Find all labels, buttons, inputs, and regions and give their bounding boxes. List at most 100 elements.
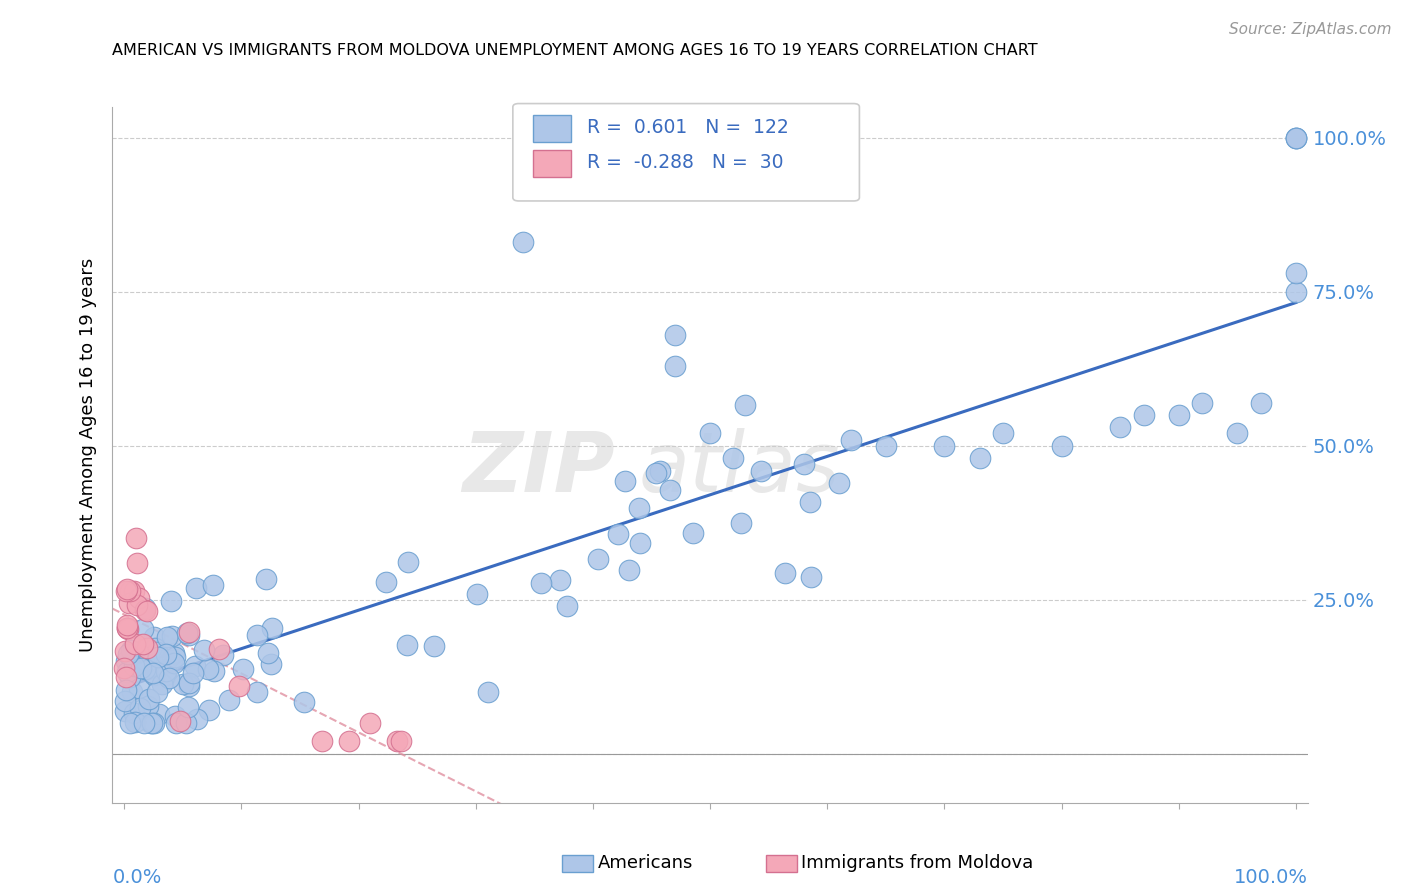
Point xyxy=(163,656,186,670)
Point xyxy=(201,577,224,591)
Point xyxy=(114,643,136,657)
Point xyxy=(875,439,897,453)
Point xyxy=(115,621,138,635)
Y-axis label: Unemployment Among Ages 16 to 19 years: Unemployment Among Ages 16 to 19 years xyxy=(79,258,97,652)
Point xyxy=(118,669,141,683)
Point xyxy=(136,699,159,714)
Point xyxy=(259,657,281,671)
Point xyxy=(512,235,534,250)
Point xyxy=(218,692,240,706)
Point xyxy=(232,662,254,676)
Point xyxy=(138,691,160,706)
Point xyxy=(664,327,686,342)
Point xyxy=(160,594,183,608)
Point xyxy=(839,433,862,447)
Point xyxy=(155,664,177,678)
Point xyxy=(650,464,672,478)
Point xyxy=(165,649,187,664)
Point xyxy=(127,557,149,571)
Point xyxy=(129,700,152,714)
Point xyxy=(124,714,146,729)
Point xyxy=(682,526,704,541)
Point xyxy=(664,359,686,373)
Point xyxy=(179,679,201,693)
Text: 100.0%: 100.0% xyxy=(1233,868,1308,887)
Point xyxy=(115,665,138,679)
Point xyxy=(530,575,553,590)
Point xyxy=(359,715,381,730)
Bar xyxy=(533,150,571,177)
Point xyxy=(141,715,163,730)
Point xyxy=(157,672,180,686)
Point xyxy=(800,570,823,584)
Point xyxy=(142,665,165,680)
Point xyxy=(134,603,156,617)
Point xyxy=(114,704,136,718)
Point xyxy=(136,641,159,656)
Point xyxy=(117,647,139,661)
Point xyxy=(385,734,408,748)
Text: 0.0%: 0.0% xyxy=(112,868,162,887)
Point xyxy=(606,527,628,541)
Point xyxy=(628,500,651,515)
Point xyxy=(177,625,200,640)
Point xyxy=(659,483,682,497)
Point xyxy=(254,572,277,586)
Bar xyxy=(533,115,571,142)
Point xyxy=(125,656,148,670)
Point xyxy=(934,439,956,453)
Point xyxy=(132,622,155,636)
Point xyxy=(337,734,360,748)
Point xyxy=(828,475,851,490)
Point xyxy=(613,475,636,489)
Point xyxy=(134,662,156,676)
Point xyxy=(775,566,797,580)
Point xyxy=(177,628,200,642)
Point xyxy=(389,734,412,748)
Point xyxy=(135,604,157,618)
Point xyxy=(645,466,668,480)
Point xyxy=(145,645,167,659)
Point xyxy=(148,707,170,722)
Point xyxy=(121,685,143,699)
Point xyxy=(125,531,148,545)
Point xyxy=(465,587,488,601)
Point xyxy=(115,654,138,668)
Point xyxy=(991,426,1014,441)
Point xyxy=(156,631,179,645)
Point xyxy=(1191,395,1213,409)
Point xyxy=(969,450,991,465)
Point xyxy=(129,659,152,673)
Text: R =  -0.288   N =  30: R = -0.288 N = 30 xyxy=(586,153,783,172)
Point xyxy=(163,646,186,660)
Point xyxy=(114,670,136,684)
Point xyxy=(162,629,184,643)
Point xyxy=(134,600,156,615)
Point xyxy=(723,450,745,465)
Point xyxy=(120,715,142,730)
Point xyxy=(184,581,207,595)
Point xyxy=(1285,131,1308,145)
Point xyxy=(257,646,280,660)
Text: Immigrants from Moldova: Immigrants from Moldova xyxy=(801,855,1033,872)
Text: AMERICAN VS IMMIGRANTS FROM MOLDOVA UNEMPLOYMENT AMONG AGES 16 TO 19 YEARS CORRE: AMERICAN VS IMMIGRANTS FROM MOLDOVA UNEM… xyxy=(112,43,1038,58)
Text: R =  0.601   N =  122: R = 0.601 N = 122 xyxy=(586,119,789,137)
Point xyxy=(1167,408,1189,422)
Point xyxy=(186,712,208,726)
Point xyxy=(730,516,752,530)
Point xyxy=(124,659,146,673)
Point xyxy=(793,457,815,471)
Point xyxy=(207,642,229,657)
Point xyxy=(246,627,269,641)
Point xyxy=(1285,266,1308,280)
Point xyxy=(150,677,173,691)
Point xyxy=(155,647,177,661)
Point xyxy=(374,574,396,589)
Point xyxy=(177,700,200,714)
Point xyxy=(115,621,138,635)
Point xyxy=(617,563,640,577)
Text: atlas: atlas xyxy=(638,428,839,509)
Point xyxy=(142,668,165,682)
Point xyxy=(799,495,821,509)
Point xyxy=(117,622,139,636)
